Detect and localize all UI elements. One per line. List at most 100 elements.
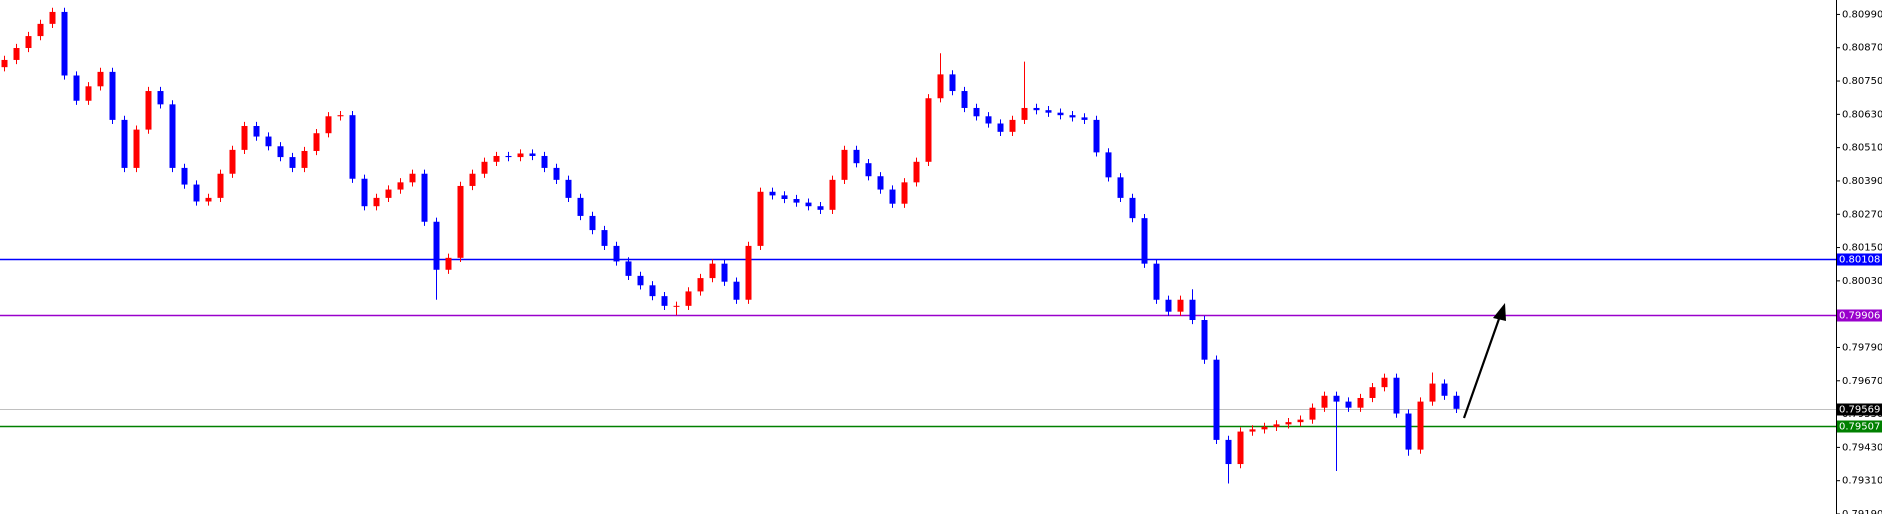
y-tick-label: 0.80870 (1842, 43, 1882, 54)
candle-body (229, 149, 236, 174)
y-tick-label: 0.80630 (1842, 109, 1882, 120)
candle-body (61, 11, 68, 76)
candle-body (1309, 407, 1316, 420)
arrow-head (1493, 303, 1506, 321)
candle-body (1297, 419, 1304, 423)
y-tick-label: 0.80150 (1842, 243, 1882, 254)
candle-body (1321, 395, 1328, 408)
candle-body (877, 176, 884, 190)
candle-body (301, 150, 308, 168)
y-tick-label: 0.80270 (1842, 209, 1882, 220)
candle-body (157, 91, 164, 105)
candle-body (1213, 359, 1220, 440)
candle-body (1201, 320, 1208, 360)
candle-body (793, 198, 800, 203)
candle-body (829, 179, 836, 210)
candle-body (517, 153, 524, 158)
candle-body (1093, 119, 1100, 153)
candle-body (397, 182, 404, 190)
candle-body (1021, 107, 1028, 120)
level-tag-label: 0.79507 (1839, 422, 1880, 433)
candle-body (745, 245, 752, 300)
candle-body (409, 173, 416, 183)
candle-body (313, 133, 320, 151)
candle-body (373, 197, 380, 207)
y-tick-label: 0.79790 (1842, 342, 1882, 353)
y-tick-label: 0.80990 (1842, 9, 1882, 20)
candle-body (337, 115, 344, 117)
candle-body (121, 119, 128, 168)
level-tags: 0.80108 0.79906 0.79569 0.79507 (1837, 253, 1882, 433)
y-tick-label: 0.79670 (1842, 376, 1882, 387)
candle-body (361, 178, 368, 207)
candle-body (469, 173, 476, 186)
candle-body (1141, 218, 1148, 264)
candle-body (553, 167, 560, 180)
level-layer (0, 258, 1836, 428)
candle-body (1225, 439, 1232, 465)
candle-body (1249, 429, 1256, 432)
candle-body (493, 155, 500, 162)
candle-body (49, 11, 56, 24)
candle-body (1441, 383, 1448, 396)
candle-body (1105, 152, 1112, 178)
candle-body (889, 189, 896, 204)
candle-body (841, 149, 848, 180)
candle-body (85, 86, 92, 101)
candle-body (1393, 377, 1400, 414)
candle-body (349, 115, 356, 179)
candle-body (1177, 299, 1184, 312)
candle-body (937, 74, 944, 99)
candle-body (433, 221, 440, 270)
candle-body (1381, 377, 1388, 388)
level-tag-label: 0.79906 (1839, 311, 1880, 322)
candle-body (721, 263, 728, 282)
candle-body (709, 263, 716, 279)
candle-body (817, 206, 824, 210)
candle-body (961, 91, 968, 108)
y-tick-label: 0.79190 (1842, 509, 1882, 514)
candle-body (133, 129, 140, 168)
candle-body (325, 116, 332, 134)
candle-body (481, 161, 488, 174)
level-tag-bg (1837, 403, 1882, 416)
candle-body (1117, 177, 1124, 198)
y-tick-label: 0.80390 (1842, 176, 1882, 187)
level-tag-label: 0.79569 (1839, 405, 1880, 416)
candle-body (1009, 119, 1016, 132)
candle-body (565, 179, 572, 198)
candle-body (1153, 263, 1160, 300)
candle-body (901, 182, 908, 204)
candle-body (733, 281, 740, 300)
candle-body (25, 36, 32, 49)
candle-body (1033, 107, 1040, 111)
candle-body (457, 185, 464, 258)
candle-body (541, 155, 548, 168)
candle-body (685, 291, 692, 306)
candle-body (145, 91, 152, 130)
candle-body (865, 163, 872, 177)
candle-body (37, 23, 44, 37)
candle-body (1057, 112, 1064, 116)
candle-body (997, 123, 1004, 132)
candle-body (445, 257, 452, 270)
y-tick-label: 0.80750 (1842, 76, 1882, 87)
candle-body (1081, 117, 1088, 120)
candle-body (1429, 383, 1436, 402)
candle-body (1189, 299, 1196, 321)
candle-body (253, 126, 260, 137)
level-tag-bg (1837, 420, 1882, 433)
y-tick-label: 0.80030 (1842, 276, 1882, 287)
candle-body (1, 59, 8, 68)
candle-body (673, 305, 680, 307)
trend-arrow (1462, 303, 1506, 419)
candle-body (757, 191, 764, 246)
candle-body (1273, 424, 1280, 427)
candle-body (913, 161, 920, 183)
candle-body (1357, 397, 1364, 408)
candle-body (805, 202, 812, 207)
candle-body (1165, 299, 1172, 312)
candle-body (277, 146, 284, 158)
candle-body (589, 215, 596, 231)
